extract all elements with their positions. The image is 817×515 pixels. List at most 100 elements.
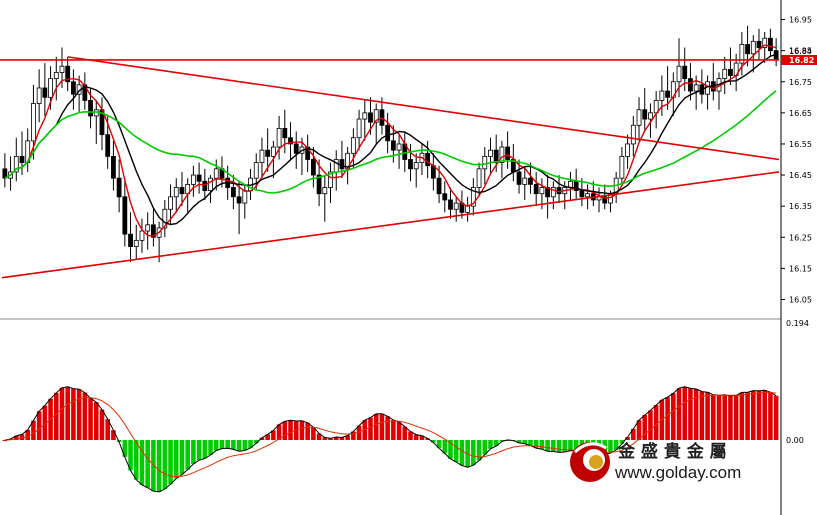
macd-histogram-bar: [248, 440, 253, 448]
candle-body: [190, 174, 196, 185]
macd-histogram-bar: [739, 392, 745, 441]
candle: [65, 56, 71, 92]
macd-histogram-bar: [42, 405, 48, 441]
macd-histogram-bar: [665, 397, 670, 441]
candle-body: [356, 118, 362, 139]
candle: [448, 187, 453, 219]
macd-histogram-bar: [682, 386, 688, 441]
macd-histogram-bar: [305, 422, 310, 441]
candle-body: [688, 78, 693, 92]
macd-histogram-bar: [773, 395, 779, 441]
candle-body: [65, 65, 71, 83]
candle-body: [196, 174, 202, 182]
macd-histogram-bar: [642, 415, 648, 441]
candle: [288, 122, 293, 160]
candle: [499, 140, 505, 179]
candle: [659, 75, 665, 116]
macd-histogram-bar: [436, 440, 442, 449]
candle-body: [728, 68, 733, 76]
macd-histogram-bar: [373, 413, 379, 441]
macd-histogram-bar: [259, 437, 265, 441]
current-price-box: [781, 54, 817, 65]
candle: [196, 162, 202, 194]
candle: [648, 103, 653, 138]
macd-histogram-bar: [208, 440, 213, 455]
macd-histogram-bar: [648, 410, 653, 441]
candle-body: [476, 168, 482, 188]
candle-body: [676, 65, 682, 83]
candle-body: [648, 112, 653, 120]
y-tick-label: 16.55: [789, 140, 812, 149]
candle: [768, 28, 773, 57]
candle: [42, 63, 48, 116]
candle: [396, 134, 402, 169]
macd-histogram-bar: [31, 420, 36, 441]
candle-body: [310, 159, 316, 176]
macd-histogram-bar: [756, 390, 762, 441]
macd-histogram-bar: [619, 440, 625, 444]
candle: [413, 153, 419, 188]
candle-body: [259, 149, 265, 164]
candle: [585, 184, 591, 210]
candle-body: [162, 208, 168, 229]
candle-body: [745, 44, 750, 55]
macd-histogram-bar: [333, 437, 339, 441]
candle-body: [288, 137, 293, 145]
macd-histogram-bar: [231, 440, 236, 450]
macd-histogram-bar: [71, 388, 76, 441]
candle-body: [230, 187, 236, 198]
candle-body: [768, 37, 773, 52]
candle-body: [756, 40, 762, 48]
candle-body: [528, 177, 533, 185]
candle-body: [362, 112, 368, 120]
macd-histogram-bar: [493, 440, 499, 447]
candle: [265, 128, 271, 172]
candle: [116, 159, 122, 213]
macd-histogram-bar: [625, 437, 630, 441]
candle: [151, 209, 156, 247]
candle: [208, 175, 213, 204]
candle-body: [453, 202, 459, 210]
macd-histogram-bar: [13, 435, 19, 441]
macd-histogram-bar: [562, 440, 568, 452]
candle-body: [208, 177, 213, 192]
candle-body: [739, 44, 745, 64]
candle-body: [276, 127, 282, 148]
candle: [470, 178, 476, 216]
candle-body: [602, 196, 608, 204]
candle: [145, 212, 151, 250]
candle: [350, 128, 356, 169]
candle: [356, 109, 362, 151]
y-tick-label: 16.75: [789, 78, 812, 87]
macd-histogram-bar: [533, 440, 539, 449]
candle: [625, 134, 630, 169]
y-tick-label: 16.05: [789, 295, 812, 304]
price-axis: 16.95 16.85 16.75 16.65 16.55 16.45 16.35 16.25…: [781, 16, 817, 304]
macd-histogram-bar: [88, 398, 93, 441]
candle-body: [282, 127, 288, 139]
macd-histogram-bar: [122, 440, 128, 457]
candle-body: [722, 68, 728, 80]
candle-body: [499, 146, 505, 164]
candle-body: [482, 155, 488, 170]
macd-histogram-bar: [65, 386, 70, 441]
macd-histogram-bar: [728, 395, 733, 441]
macd-histogram-bar: [711, 394, 716, 441]
candle: [602, 184, 608, 210]
candle-body: [71, 81, 76, 95]
macd-histogram-bar: [488, 440, 493, 449]
candle-body: [122, 196, 128, 235]
macd-histogram-bar: [733, 395, 739, 441]
candle-body: [408, 159, 413, 170]
candle-body: [350, 137, 356, 154]
candle-body: [579, 190, 585, 198]
candle-body: [550, 187, 556, 198]
candle: [316, 159, 322, 207]
macd-histogram-bar: [133, 440, 139, 480]
candle-body: [42, 87, 48, 98]
candle-body: [762, 37, 768, 48]
macd-histogram-bar: [459, 440, 465, 466]
candle-body: [179, 187, 185, 195]
macd-histogram-bar: [179, 440, 185, 475]
candle: [173, 178, 179, 213]
